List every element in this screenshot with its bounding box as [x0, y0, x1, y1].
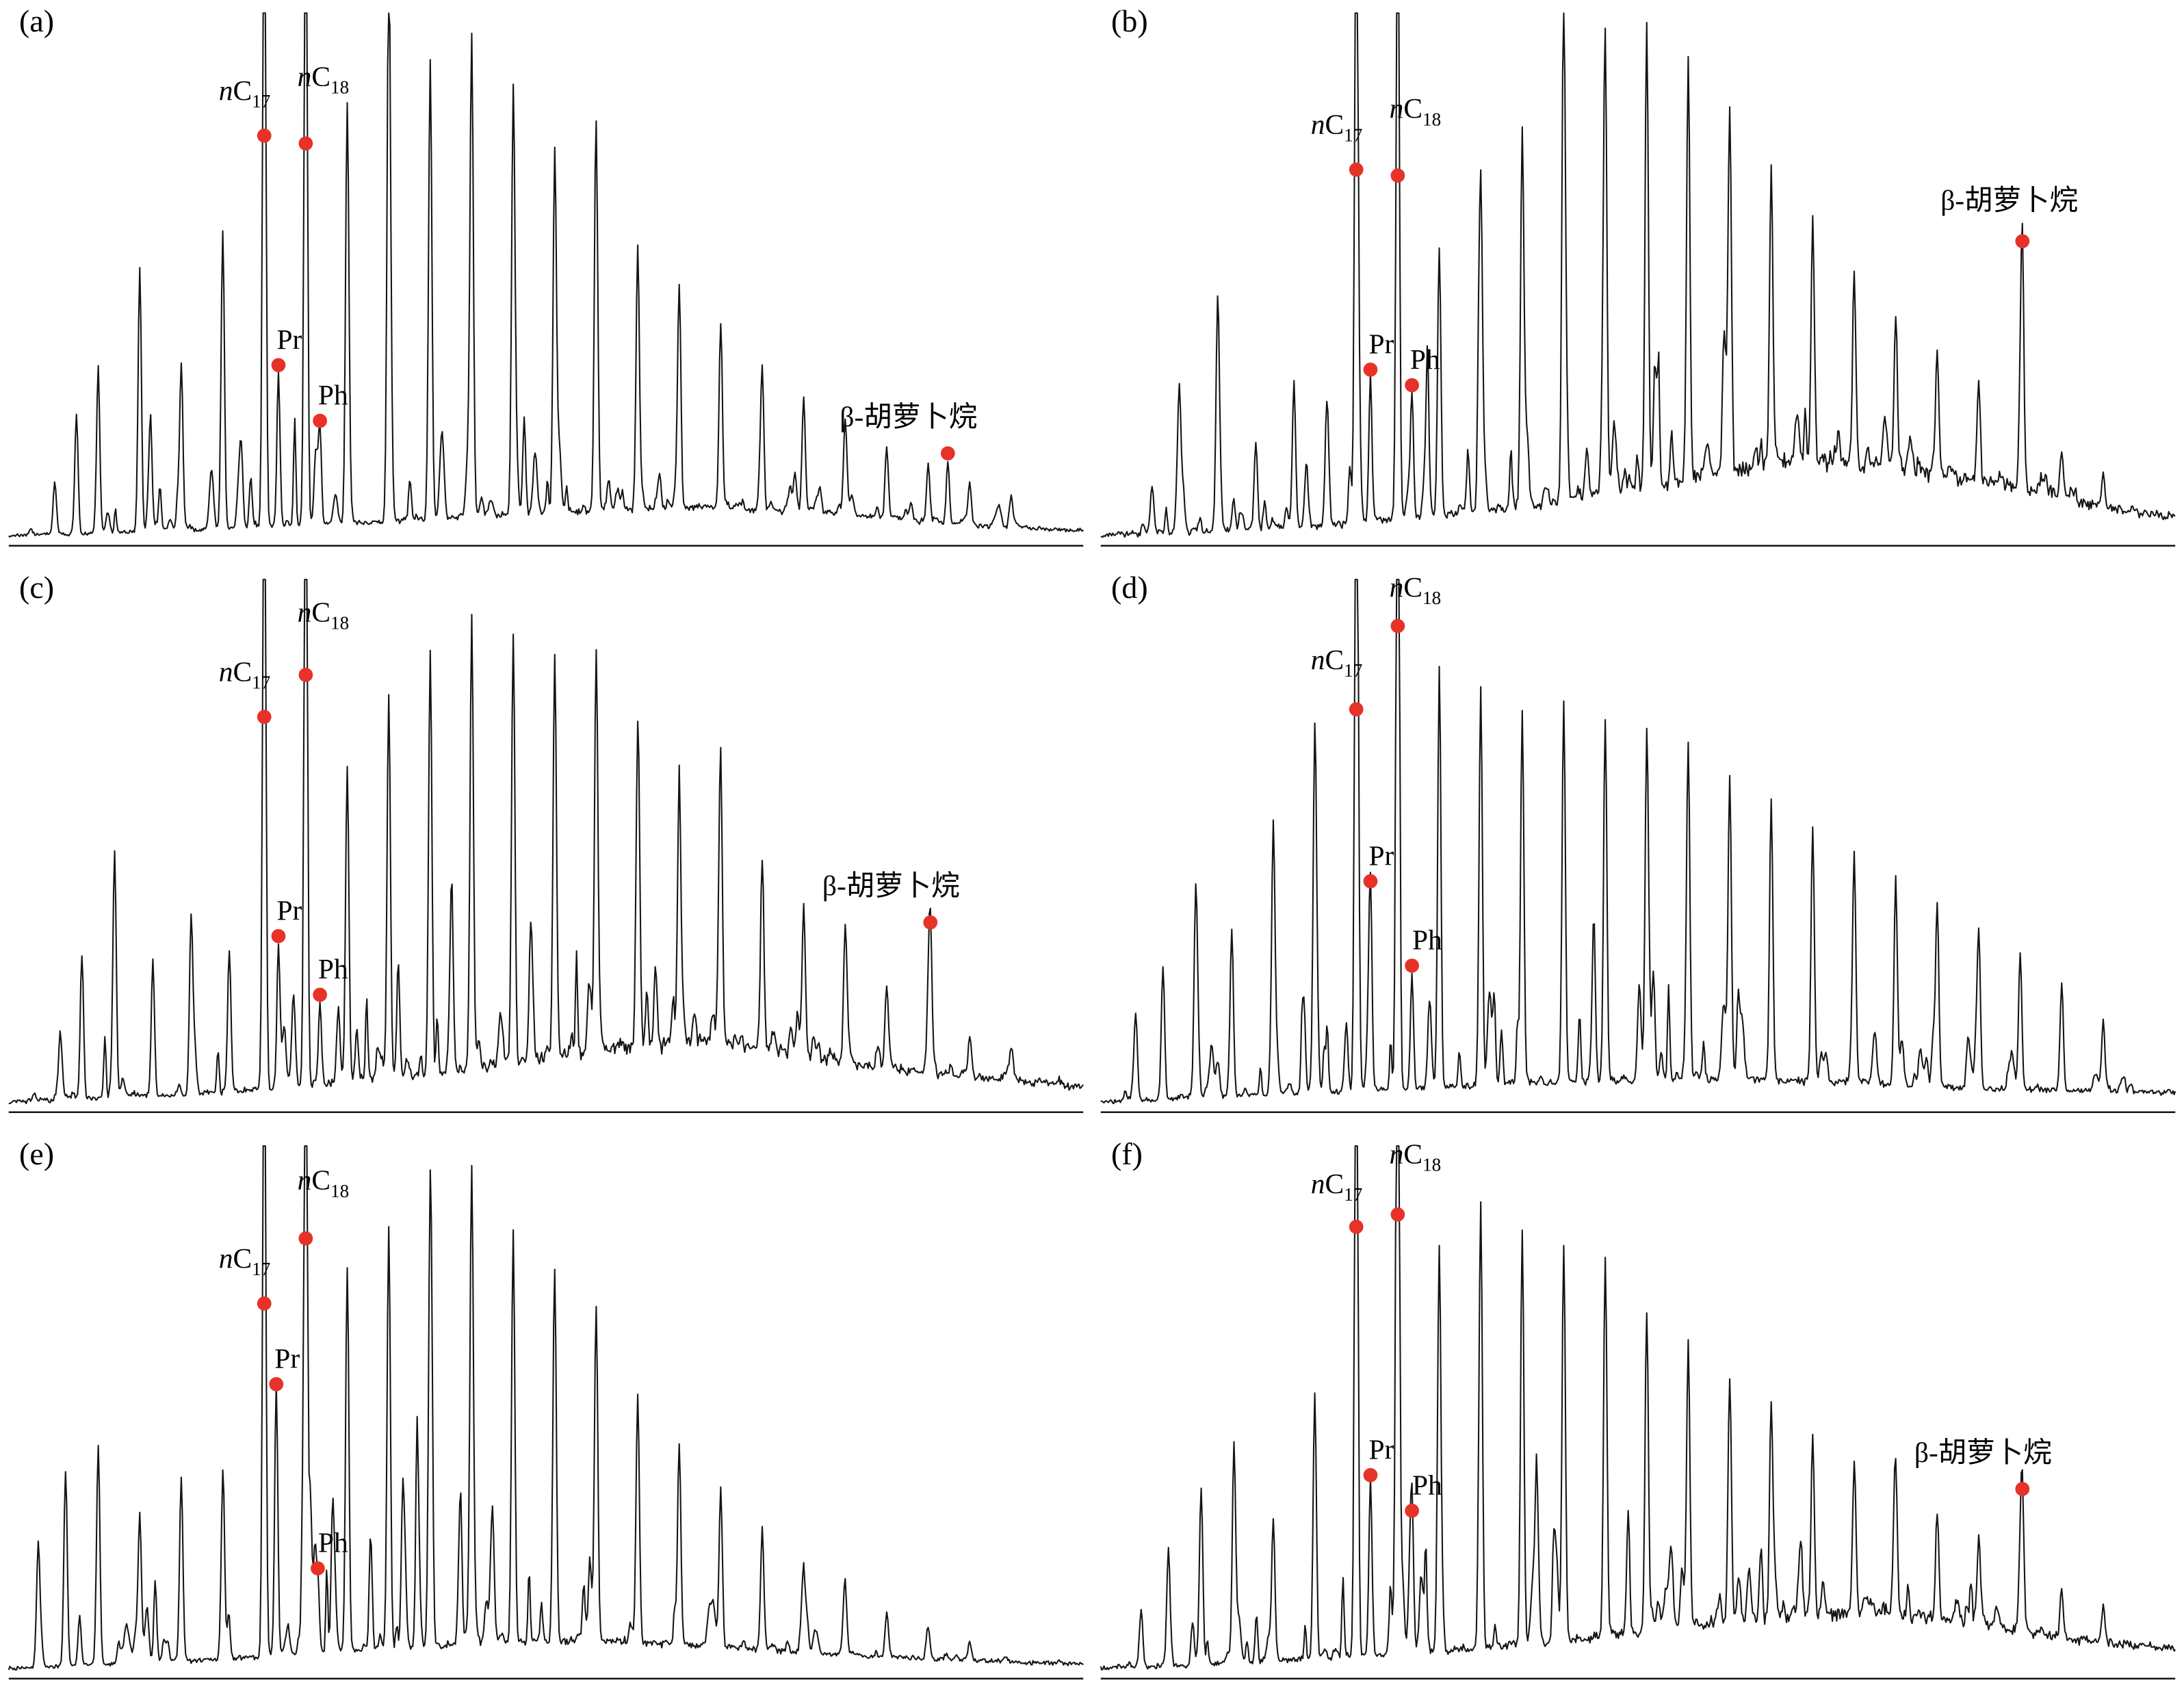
peak-marker-dot-beta-carotane: [2015, 1482, 2030, 1496]
panel-e: (e) nC17 nC18 Pr Ph: [0, 1133, 1092, 1699]
panel-label-f: (f): [1111, 1136, 1143, 1171]
peak-marker-dot-Pr: [1363, 874, 1378, 889]
annotation-Pr: Pr: [276, 895, 302, 926]
annotation-beta-carotane: β-胡萝卜烷: [822, 870, 960, 902]
annotation-nC18: nC18: [1390, 571, 1442, 608]
panel-label-a: (a): [19, 3, 55, 38]
annotation-Ph: Ph: [318, 1527, 348, 1558]
annotation-Pr: Pr: [1368, 839, 1394, 871]
chromatogram-trace: [1100, 12, 2176, 538]
annotation-Ph: Ph: [318, 379, 348, 410]
peak-marker-dot-Ph: [313, 987, 328, 1002]
panel-b: (b) nC17 nC18 Pr Ph β-胡萝卜烷: [1092, 0, 2184, 566]
panel-label-b: (b): [1111, 3, 1148, 38]
chromatogram-plot-b: nC17 nC18 Pr Ph β-胡萝卜烷: [1100, 12, 2176, 547]
peak-marker-dot-Ph: [1405, 1503, 1420, 1518]
peak-marker-dot-Ph: [1405, 958, 1420, 973]
annotation-nC17: nC17: [219, 655, 271, 692]
annotation-Ph: Ph: [318, 953, 348, 984]
annotation-nC17: nC17: [1311, 1168, 1363, 1205]
peak-marker-dot-nC18: [298, 668, 313, 682]
annotation-Pr: Pr: [1368, 328, 1394, 360]
annotation-nC18: nC18: [1390, 1138, 1442, 1175]
panel-d: (d) nC17 nC18 Pr Ph: [1092, 566, 2184, 1133]
peak-marker-dot-Pr: [271, 358, 286, 373]
peak-marker-dot-Ph: [311, 1561, 325, 1575]
panel-a: (a) nC17 nC18 Pr Ph β-胡萝卜烷: [0, 0, 1092, 566]
panel-label-e: (e): [19, 1136, 55, 1171]
peak-marker-dot-Ph: [313, 413, 328, 428]
chromatogram-plot-e: nC17 nC18 Pr Ph: [8, 1145, 1084, 1680]
peak-marker-dot-nC17: [1349, 1219, 1364, 1234]
annotation-Ph: Ph: [1410, 343, 1440, 375]
annotation-beta-carotane: β-胡萝卜烷: [1914, 1437, 2052, 1468]
peak-marker-dot-nC18: [1390, 1207, 1405, 1222]
annotation-nC18: nC18: [298, 1164, 350, 1201]
peak-marker-dot-Pr: [271, 929, 286, 943]
chromatogram-plot-a: nC17 nC18 Pr Ph β-胡萝卜烷: [8, 12, 1084, 547]
annotation-Ph: Ph: [1412, 924, 1442, 956]
annotation-nC17: nC17: [1311, 108, 1363, 145]
annotation-Ph: Ph: [1412, 1469, 1442, 1500]
peak-marker-dot-nC18: [1390, 168, 1405, 183]
chromatogram-trace: [1100, 1145, 2176, 1671]
annotation-nC18: nC18: [298, 597, 350, 633]
peak-marker-dot-beta-carotane: [940, 446, 955, 461]
chromatogram-plot-c: nC17 nC18 Pr Ph β-胡萝卜烷: [8, 579, 1084, 1114]
panel-label-d: (d): [1111, 570, 1148, 605]
chromatogram-trace: [1100, 579, 2176, 1105]
annotation-nC17: nC17: [219, 1242, 271, 1279]
annotation-nC18: nC18: [298, 60, 350, 97]
annotation-Pr: Pr: [1368, 1433, 1394, 1465]
panel-f: (f) nC17 nC18 Pr Ph β-胡萝卜烷: [1092, 1133, 2184, 1699]
chromatogram-trace: [8, 579, 1084, 1105]
chromatogram-plot-f: nC17 nC18 Pr Ph β-胡萝卜烷: [1100, 1138, 2176, 1680]
peak-marker-dot-nC17: [257, 128, 272, 143]
annotation-nC17: nC17: [219, 75, 271, 112]
annotation-Pr: Pr: [274, 1343, 300, 1374]
peak-marker-dot-beta-carotane: [923, 915, 938, 930]
peak-marker-dot-nC18: [298, 1231, 313, 1246]
panel-label-c: (c): [19, 570, 55, 605]
peak-marker-dot-beta-carotane: [2015, 234, 2030, 248]
chromatogram-trace: [8, 1145, 1084, 1671]
peak-marker-dot-nC17: [257, 1296, 272, 1311]
peak-marker-dot-nC18: [1390, 618, 1405, 633]
annotation-nC18: nC18: [1390, 92, 1442, 129]
peak-marker-dot-nC17: [257, 709, 272, 724]
peak-marker-dot-nC17: [1349, 162, 1364, 177]
peak-marker-dot-Pr: [1363, 1467, 1378, 1482]
panel-c: (c) nC17 nC18 Pr Ph β-胡萝卜烷: [0, 566, 1092, 1133]
peak-marker-dot-Pr: [269, 1376, 284, 1391]
peak-marker-dot-Pr: [1363, 363, 1378, 377]
peak-marker-dot-nC18: [298, 136, 313, 151]
peak-marker-dot-nC17: [1349, 702, 1364, 717]
chromatogram-trace: [8, 12, 1084, 538]
annotation-Pr: Pr: [276, 324, 302, 355]
chromatogram-plot-d: nC17 nC18 Pr Ph: [1100, 571, 2176, 1114]
annotation-nC17: nC17: [1311, 644, 1363, 681]
annotation-beta-carotane: β-胡萝卜烷: [1940, 184, 2078, 215]
peak-marker-dot-Ph: [1405, 378, 1420, 393]
annotation-beta-carotane: β-胡萝卜烷: [840, 401, 977, 432]
